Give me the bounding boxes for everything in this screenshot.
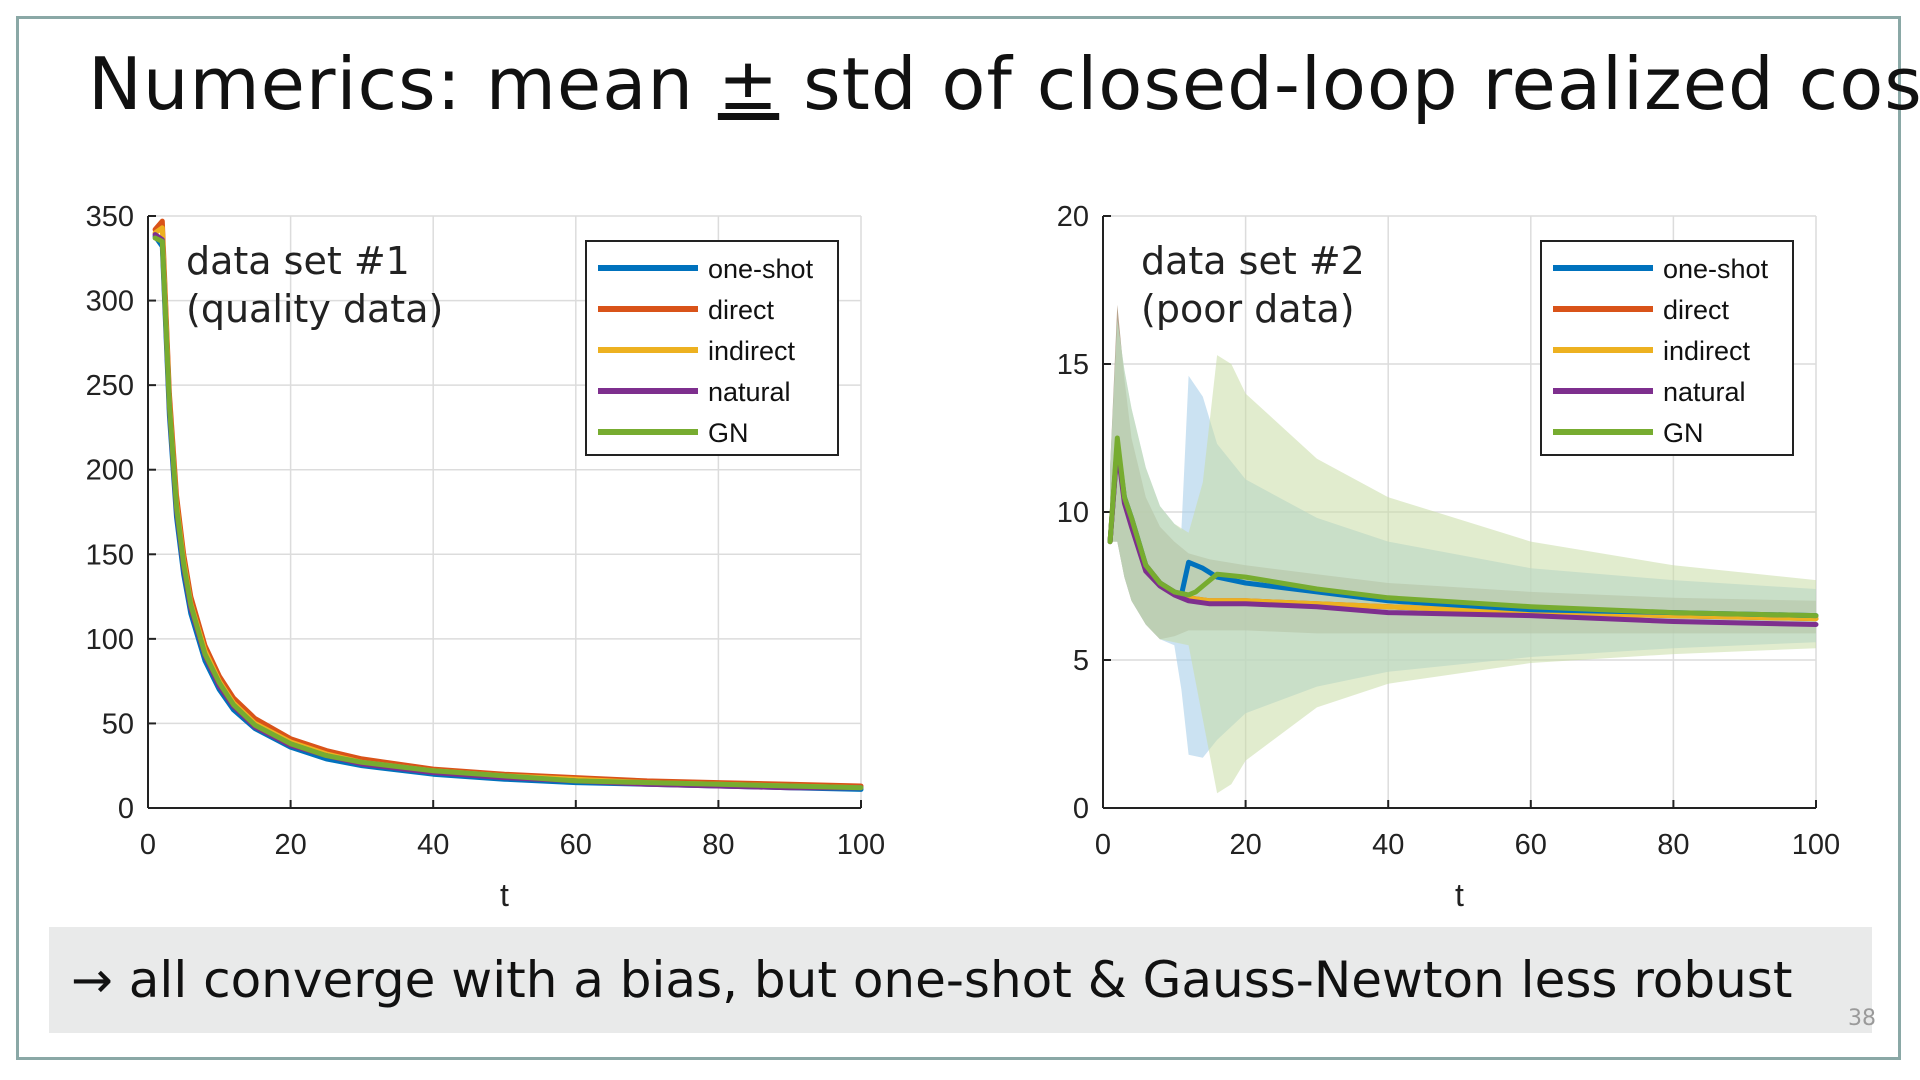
legend-label-indirect: indirect	[708, 336, 796, 366]
y-tick-label: 150	[86, 539, 134, 571]
y-tick-label: 350	[86, 201, 134, 233]
page-number: 38	[1848, 1006, 1876, 1031]
y-tick-label: 250	[86, 370, 134, 402]
conclusion-text: → all converge with a bias, but one-shot…	[71, 951, 1793, 1009]
x-tick-label: 40	[1372, 829, 1404, 861]
dataset-annotation: data set #1	[186, 239, 410, 283]
dataset-annotation: (quality data)	[186, 287, 443, 331]
x-tick-label: 80	[1657, 829, 1689, 861]
x-tick-label: 40	[417, 829, 449, 861]
series-line-GN	[152, 235, 864, 791]
x-tick-label: 60	[560, 829, 592, 861]
chart-poor-data: 0 20 40 60 80 100 0 5 10 15 20 t data set #2(poor da…	[1057, 201, 1840, 910]
slide-frame	[16, 16, 1901, 1060]
legend-label-natural: natural	[708, 377, 791, 407]
legend-label-one-shot: one-shot	[708, 254, 814, 284]
y-tick-label: 0	[118, 793, 134, 825]
y-tick-label: 10	[1057, 497, 1089, 529]
y-tick-label: 20	[1057, 201, 1089, 233]
slide-title: Numerics: mean ± std of closed-loop real…	[88, 42, 1920, 126]
y-tick-label: 50	[102, 708, 134, 740]
title-before: Numerics: mean	[88, 42, 718, 126]
legend-label-GN: GN	[708, 418, 749, 448]
legend-label-natural: natural	[1663, 377, 1746, 407]
x-tick-label: 20	[274, 829, 306, 861]
x-axis-label: t	[1455, 877, 1464, 910]
legend-label-one-shot: one-shot	[1663, 254, 1769, 284]
legend-label-indirect: indirect	[1663, 336, 1751, 366]
legend-label-direct: direct	[708, 295, 775, 325]
x-tick-label: 100	[1792, 829, 1840, 861]
y-tick-label: 15	[1057, 349, 1089, 381]
x-tick-label: 80	[702, 829, 734, 861]
x-tick-label: 0	[1095, 829, 1111, 861]
x-tick-label: 20	[1229, 829, 1261, 861]
y-tick-label: 200	[86, 455, 134, 487]
x-axis-label: t	[500, 877, 509, 910]
x-tick-label: 0	[140, 829, 156, 861]
std-band	[1110, 319, 1816, 794]
y-tick-label: 300	[86, 286, 134, 318]
y-tick-label: 5	[1073, 645, 1089, 677]
title-plus-minus: ±	[717, 42, 780, 126]
conclusion-box: → all converge with a bias, but one-shot…	[49, 927, 1872, 1033]
dataset-annotation: data set #2	[1141, 239, 1365, 283]
x-tick-label: 60	[1515, 829, 1547, 861]
chart-quality-data: 0 20 40 60 80 100 0 50 100 150 200 250 300 350 t data s…	[86, 201, 886, 910]
dataset-annotation: (poor data)	[1141, 287, 1355, 331]
legend-label-GN: GN	[1663, 418, 1704, 448]
x-tick-label: 100	[837, 829, 885, 861]
y-tick-label: 100	[86, 624, 134, 656]
legend-label-direct: direct	[1663, 295, 1730, 325]
title-after: std of closed-loop realized cost	[779, 42, 1920, 126]
series-line-GN	[1107, 435, 1819, 619]
y-tick-label: 0	[1073, 793, 1089, 825]
